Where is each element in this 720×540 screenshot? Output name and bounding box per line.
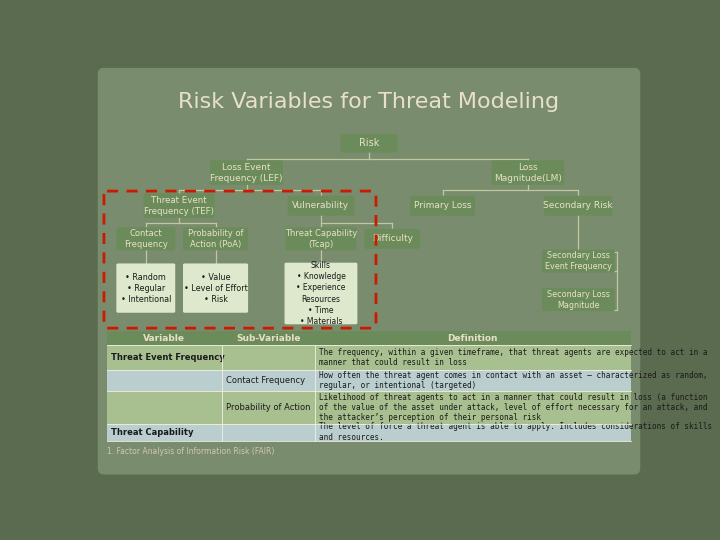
FancyBboxPatch shape (107, 345, 631, 370)
Text: Definition: Definition (448, 334, 498, 343)
FancyBboxPatch shape (285, 227, 356, 251)
FancyBboxPatch shape (117, 264, 175, 313)
FancyBboxPatch shape (544, 195, 612, 215)
Text: Loss Event
Frequency (LEF): Loss Event Frequency (LEF) (210, 163, 283, 183)
Text: • Random
• Regular
• Intentional: • Random • Regular • Intentional (121, 273, 171, 303)
Text: Sub-Variable: Sub-Variable (236, 334, 300, 343)
Text: The frequency, within a given timeframe, that threat agents are expected to act : The frequency, within a given timeframe,… (319, 348, 707, 367)
Text: Threat Event Frequency: Threat Event Frequency (111, 353, 225, 362)
Text: Risk: Risk (359, 138, 379, 149)
FancyBboxPatch shape (143, 193, 215, 218)
Text: Primary Loss: Primary Loss (414, 201, 472, 210)
FancyBboxPatch shape (107, 331, 631, 345)
FancyBboxPatch shape (107, 423, 631, 441)
Text: Difficulty: Difficulty (372, 234, 413, 244)
Text: Contact Frequency: Contact Frequency (225, 376, 305, 385)
FancyBboxPatch shape (542, 249, 615, 273)
Text: Threat Event
Frequency (TEF): Threat Event Frequency (TEF) (144, 195, 214, 216)
FancyBboxPatch shape (183, 264, 248, 313)
Text: Probability of Action: Probability of Action (225, 403, 310, 412)
Text: Loss
Magnitude(LM): Loss Magnitude(LM) (494, 163, 562, 183)
FancyBboxPatch shape (117, 227, 175, 251)
Text: Contact
Frequency: Contact Frequency (124, 229, 168, 249)
Text: Likelihood of threat agents to act in a manner that could result in loss (a func: Likelihood of threat agents to act in a … (319, 393, 707, 422)
Text: Probability of
Action (PoA): Probability of Action (PoA) (188, 229, 243, 249)
FancyBboxPatch shape (183, 227, 248, 251)
Text: Skills
• Knowledge
• Experience
Resources
• Time
• Materials: Skills • Knowledge • Experience Resource… (296, 261, 346, 326)
Text: Threat Capability: Threat Capability (111, 428, 194, 436)
Text: Variable: Variable (143, 334, 186, 343)
FancyBboxPatch shape (107, 370, 631, 392)
Text: 1. Factor Analysis of Information Risk (FAIR): 1. Factor Analysis of Information Risk (… (107, 447, 274, 456)
FancyBboxPatch shape (364, 229, 420, 249)
Text: Threat Capability
(Tcap): Threat Capability (Tcap) (285, 229, 357, 249)
Text: • Value
• Level of Effort
• Risk: • Value • Level of Effort • Risk (184, 273, 248, 303)
Text: Vulnerability: Vulnerability (292, 201, 349, 210)
FancyBboxPatch shape (287, 195, 354, 215)
FancyBboxPatch shape (410, 195, 475, 215)
Text: The level of force a threat agent is able to apply. Includes considerations of s: The level of force a threat agent is abl… (319, 422, 712, 442)
FancyBboxPatch shape (98, 68, 640, 475)
FancyBboxPatch shape (107, 392, 631, 423)
FancyBboxPatch shape (210, 160, 283, 185)
Text: How often the threat agent comes in contact with an asset – characterized as ran: How often the threat agent comes in cont… (319, 371, 707, 390)
Text: Secondary Loss
Magnitude: Secondary Loss Magnitude (546, 289, 610, 310)
Text: Secondary Loss
Event Frequency: Secondary Loss Event Frequency (545, 251, 612, 271)
FancyBboxPatch shape (542, 288, 615, 311)
FancyBboxPatch shape (341, 134, 397, 153)
FancyBboxPatch shape (492, 160, 564, 185)
Text: Risk Variables for Threat Modeling: Risk Variables for Threat Modeling (179, 92, 559, 112)
FancyBboxPatch shape (284, 262, 357, 325)
Text: Secondary Risk: Secondary Risk (544, 201, 613, 210)
